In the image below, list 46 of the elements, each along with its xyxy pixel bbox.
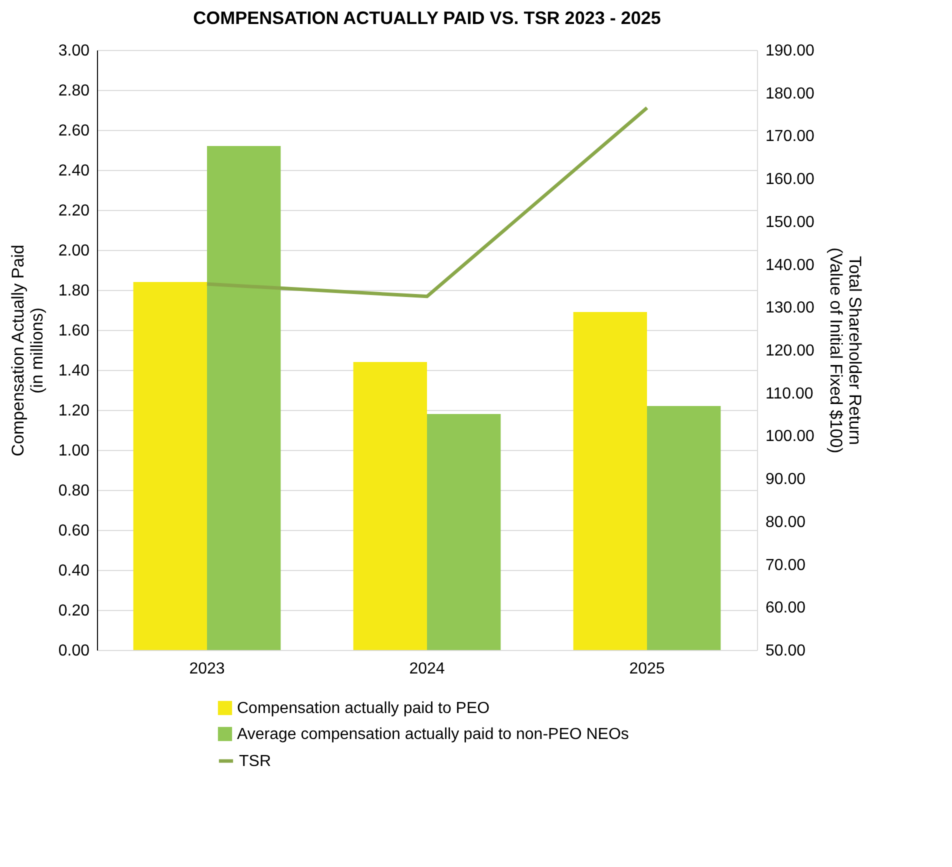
y2-tick-label: 80.00: [766, 514, 806, 531]
y2-tick-label: 110.00: [766, 385, 814, 402]
bar: [647, 406, 721, 650]
y2-tick-label: 190.00: [766, 42, 815, 60]
bar: [427, 414, 501, 650]
y-tick-label: 2.80: [58, 82, 90, 100]
y2-tick-label: 160.00: [766, 171, 815, 188]
y-tick-label: 2.60: [58, 122, 90, 140]
y-tick-label: 0.20: [58, 602, 90, 620]
y2-tick-label: 70.00: [766, 556, 806, 574]
y2-tick-label: 120.00: [766, 342, 815, 360]
y2-tick-label: 50.00: [766, 642, 806, 660]
y2-tick-label: 130.00: [766, 300, 815, 317]
y-tick-label: 3.00: [58, 42, 90, 60]
y-tick-label: 0.80: [58, 482, 90, 500]
legend-label: Compensation actually paid to PEO: [237, 700, 490, 717]
y-tick-label: 1.40: [58, 362, 90, 380]
y-tick-label: 1.00: [58, 442, 90, 460]
bar: [573, 312, 647, 650]
bar: [133, 282, 207, 650]
y-tick-label: 1.60: [58, 322, 90, 340]
x-tick-label: 2025: [629, 660, 665, 678]
y2-tick-label: 60.00: [766, 600, 806, 617]
y2-tick-label: 100.00: [766, 428, 815, 446]
y-axis-title: Compensation Actually Paid (in millions): [8, 244, 46, 456]
y2-tick-label: 140.00: [766, 256, 815, 274]
y-tick-label: 1.80: [58, 282, 90, 300]
legend-label: Average compensation actually paid to non-PEO NEOs: [237, 726, 629, 743]
x-tick-label: 2023: [189, 660, 225, 678]
y2-tick-label: 150.00: [766, 214, 815, 231]
y2-tick-label: 170.00: [766, 128, 815, 146]
y-tick-label: 2.00: [58, 242, 90, 260]
y-tick-label: 0.60: [58, 522, 90, 540]
y2-tick-label: 180.00: [766, 85, 815, 102]
y-tick-label: 2.40: [58, 162, 90, 180]
y-tick-label: 1.20: [58, 402, 90, 420]
y2-axis-title: Total Shareholder Return (Value of Initial Fixed $100): [826, 248, 864, 454]
bar: [353, 362, 427, 650]
bar: [207, 146, 281, 650]
y-tick-label: 2.20: [58, 202, 90, 220]
x-tick-label: 2024: [409, 660, 445, 678]
chart-title: COMPENSATION ACTUALLY PAID VS. TSR 2023 - 2025: [193, 8, 661, 28]
y2-tick-label: 90.00: [766, 471, 806, 488]
legend-label: TSR: [239, 753, 271, 770]
y-tick-label: 0.40: [58, 562, 90, 580]
y-tick-label: 0.00: [58, 642, 90, 660]
